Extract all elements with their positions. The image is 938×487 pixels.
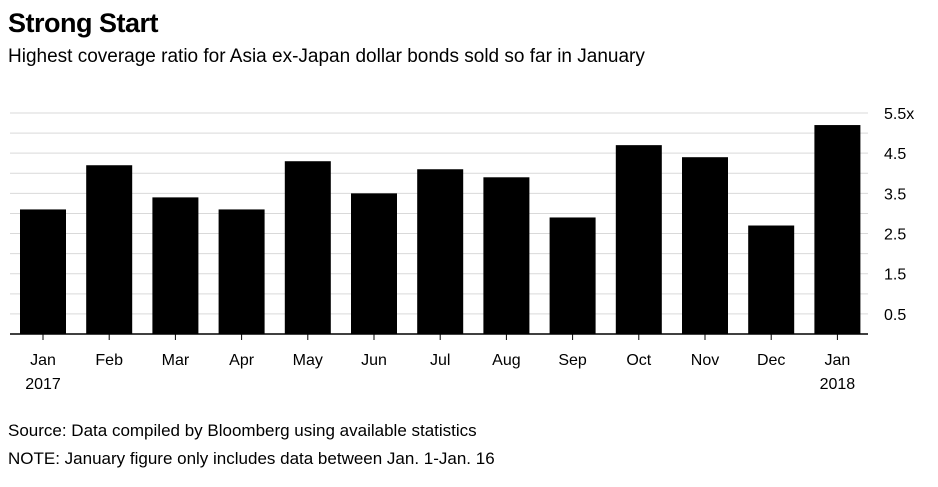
y-tick-label: 0.5 — [884, 307, 906, 324]
x-tick-label: Mar — [162, 352, 190, 369]
x-tick-label: Jan — [825, 352, 851, 369]
y-tick-label: 2.5 — [884, 227, 906, 244]
x-tick-label: Jun — [361, 352, 387, 369]
x-axis — [10, 333, 868, 340]
x-tick-label: Sep — [558, 352, 587, 369]
bar — [483, 177, 530, 334]
x-tick-label: May — [293, 352, 323, 369]
x-tick-label: Jul — [430, 352, 450, 369]
footnote: NOTE: January figure only includes data … — [8, 449, 495, 468]
x-tick-label: Jan — [30, 352, 56, 369]
bar — [20, 209, 66, 334]
x-tick-sublabel: 2017 — [25, 376, 61, 393]
bar — [615, 145, 662, 334]
bars — [20, 125, 861, 335]
bar — [748, 225, 795, 334]
bar — [284, 161, 331, 334]
y-tick-label: 1.5 — [884, 267, 906, 284]
x-tick-label: Feb — [95, 352, 123, 369]
y-tick-label: 4.5 — [884, 146, 906, 163]
bar — [86, 165, 133, 334]
chart-title: Strong Start — [8, 8, 159, 38]
y-axis-ticks: 0.5 1.5 2.5 3.5 4.5 5.5x — [884, 106, 914, 324]
x-tick-sublabel: 2018 — [820, 376, 856, 393]
bar — [351, 193, 397, 334]
x-tick-label: Oct — [626, 352, 651, 369]
x-tick-label: Apr — [229, 352, 255, 369]
x-tick-label: Aug — [492, 352, 520, 369]
x-tick-label: Dec — [757, 352, 785, 369]
y-tick-label: 3.5 — [884, 186, 906, 203]
bar — [682, 157, 728, 334]
source-note: Source: Data compiled by Bloomberg using… — [8, 421, 477, 440]
bar — [814, 125, 861, 335]
y-tick-label: 5.5x — [884, 106, 914, 123]
chart-subtitle: Highest coverage ratio for Asia ex-Japan… — [8, 46, 645, 67]
x-tick-label: Nov — [691, 352, 719, 369]
bar — [218, 209, 265, 334]
bar — [152, 197, 199, 334]
x-axis-ticks: Jan 2017 Feb Mar Apr May Jun Jul Aug Sep Oct Nov Dec… — [25, 352, 855, 393]
bar — [549, 217, 596, 334]
bar — [417, 169, 464, 334]
